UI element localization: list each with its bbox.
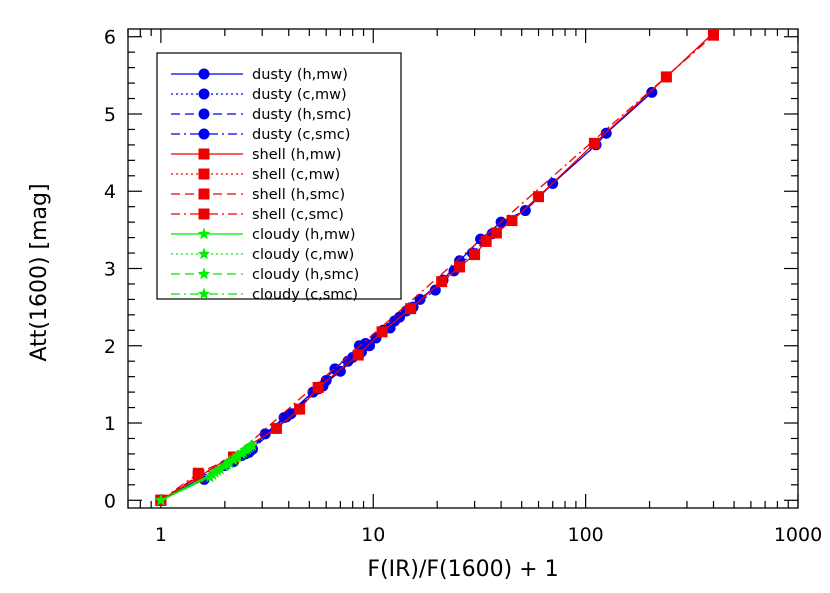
y-tick-label: 1 — [104, 413, 116, 435]
legend-label: shell (c,mw) — [252, 167, 340, 183]
data-point — [588, 137, 600, 149]
legend-entry: shell (c,mw) — [171, 167, 340, 183]
y-tick-label: 3 — [104, 259, 116, 281]
data-point — [429, 284, 441, 296]
legend-entry: cloudy (c,mw) — [171, 247, 354, 263]
axes: 1 10 100 1000 0 1 2 3 4 5 6 — [104, 27, 822, 546]
legend-label: dusty (h,mw) — [252, 67, 348, 83]
legend-marker — [197, 287, 211, 300]
legend-label: cloudy (h,smc) — [252, 267, 359, 283]
data-point — [154, 493, 168, 506]
legend-label: dusty (h,smc) — [252, 107, 352, 123]
data-point — [436, 276, 448, 288]
legend-entry: shell (h,smc) — [171, 187, 345, 203]
x-tick-label: 1000 — [774, 524, 822, 546]
data-point — [270, 422, 282, 434]
legend-marker — [198, 128, 210, 140]
data-point — [192, 467, 204, 479]
y-axis-label: Att(1600) [mag] — [27, 183, 52, 361]
data-point — [211, 464, 224, 477]
y-tick-label: 4 — [104, 181, 116, 203]
data-point — [246, 438, 259, 451]
data-point — [660, 71, 672, 83]
data-point — [519, 205, 531, 217]
legend-marker — [197, 227, 211, 240]
legend-marker — [198, 208, 210, 220]
series-shell-h-mw — [155, 29, 719, 506]
data-point — [646, 86, 658, 98]
legend-entry: dusty (h,smc) — [171, 107, 352, 123]
data-point — [312, 381, 324, 393]
data-point — [533, 191, 545, 203]
data-point — [334, 365, 346, 377]
data-point — [454, 261, 466, 273]
legend-entry: cloudy (h,mw) — [171, 227, 356, 243]
series-cloudy-c-smc — [154, 442, 254, 506]
y-tick-label: 2 — [104, 336, 116, 358]
x-axis-label: F(IR)/F(1600) + 1 — [367, 557, 558, 582]
data-point — [480, 235, 492, 247]
data-point — [405, 303, 417, 315]
legend-marker — [198, 168, 210, 180]
legend-entry: shell (c,smc) — [171, 207, 344, 223]
legend-marker — [198, 188, 210, 200]
legend-label: dusty (c,smc) — [252, 127, 350, 143]
legend-marker — [198, 88, 210, 100]
legend-entry: dusty (c,mw) — [171, 87, 347, 103]
legend: dusty (h,mw) dusty (c,mw) dusty (h,smc) dus… — [156, 52, 402, 303]
series-line — [160, 34, 714, 501]
legend-entry: cloudy (h,smc) — [171, 267, 359, 283]
legend-entry: shell (h,mw) — [171, 147, 341, 163]
data-point — [285, 408, 297, 420]
x-tick-label: 1 — [155, 524, 167, 546]
data-point — [352, 349, 364, 361]
data-point — [363, 340, 375, 352]
data-point — [506, 215, 518, 227]
legend-marker — [198, 108, 210, 120]
legend-label: shell (h,smc) — [252, 187, 345, 203]
legend-entry: dusty (h,mw) — [171, 67, 348, 83]
legend-marker — [198, 148, 210, 160]
legend-label: shell (h,mw) — [252, 147, 341, 163]
series-layer — [154, 29, 719, 506]
x-tick-label: 100 — [567, 524, 603, 546]
legend-label: cloudy (h,mw) — [252, 227, 356, 243]
data-point — [231, 450, 244, 463]
legend-marker — [198, 68, 210, 80]
data-point — [469, 249, 481, 261]
legend-entry: dusty (c,smc) — [171, 127, 350, 143]
legend-label: cloudy (c,smc) — [252, 287, 358, 303]
data-point — [490, 227, 502, 239]
legend-label: dusty (c,mw) — [252, 87, 347, 103]
y-tick-label: 6 — [104, 27, 116, 49]
legend-entry: cloudy (c,smc) — [171, 287, 358, 303]
legend-marker — [197, 267, 211, 280]
data-point — [223, 456, 236, 469]
legend-label: shell (c,smc) — [252, 207, 344, 223]
y-tick-label: 0 — [104, 490, 116, 512]
data-point — [707, 29, 719, 41]
data-point — [241, 442, 254, 455]
y-tick-label: 5 — [104, 104, 116, 126]
series-line — [160, 444, 253, 501]
x-tick-label: 10 — [361, 524, 385, 546]
legend-marker — [197, 247, 211, 260]
data-point — [294, 403, 306, 415]
legend-label: cloudy (c,mw) — [252, 247, 354, 263]
data-point — [376, 326, 388, 338]
